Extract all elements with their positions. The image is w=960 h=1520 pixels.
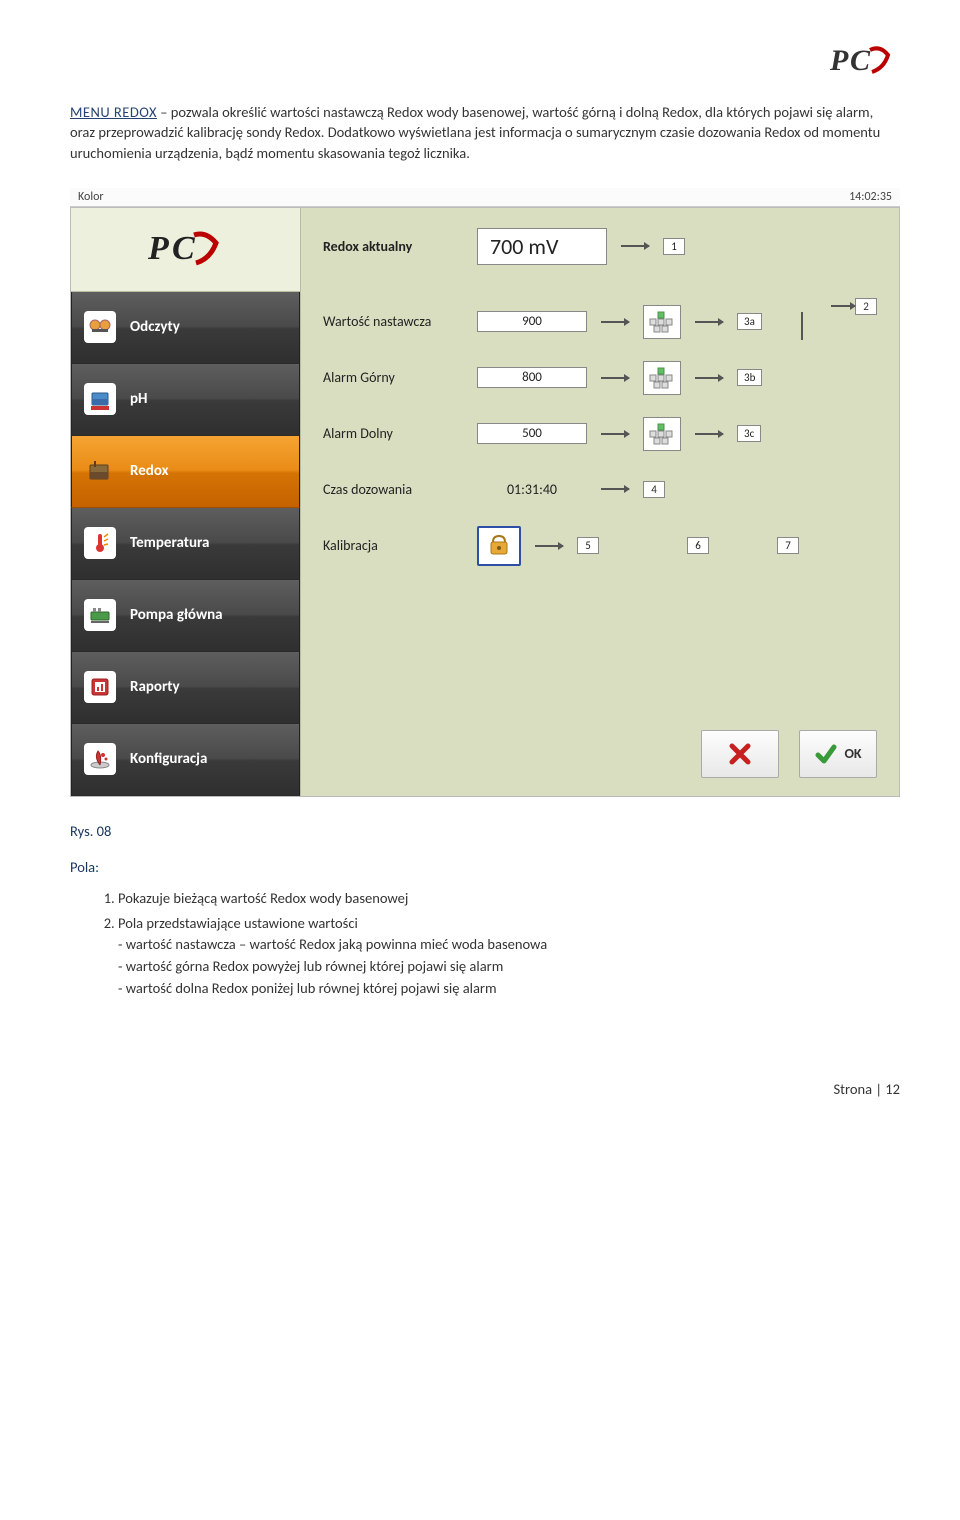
keypad-button[interactable] bbox=[643, 305, 681, 339]
sidebar-item-label: Temperatura bbox=[130, 534, 209, 552]
page-footer: Strona | 12 bbox=[70, 1080, 900, 1098]
settings-icon bbox=[84, 743, 116, 775]
alarm-high-value[interactable]: 800 bbox=[477, 367, 587, 388]
figure-caption: Rys. 08 bbox=[70, 822, 900, 840]
sidebar: P C Odczyty pH Re bbox=[71, 208, 301, 796]
annotation-badge-7: 7 bbox=[777, 537, 799, 554]
calibration-button[interactable] bbox=[477, 526, 521, 566]
alarm-low-label: Alarm Dolny bbox=[323, 425, 463, 442]
temperature-icon bbox=[84, 527, 116, 559]
fields-label: Pola: bbox=[70, 858, 900, 876]
calibration-label: Kalibracja bbox=[323, 537, 463, 554]
svg-text:P: P bbox=[830, 44, 849, 77]
annotation-badge-5: 5 bbox=[577, 537, 599, 554]
redox-icon bbox=[84, 455, 116, 487]
annotation-badge-1: 1 bbox=[663, 238, 685, 255]
alarm-low-value[interactable]: 500 bbox=[477, 423, 587, 444]
topbar-left: Kolor bbox=[78, 190, 104, 204]
sidebar-brand: P C bbox=[71, 208, 300, 292]
ok-label: OK bbox=[844, 745, 861, 762]
setpoint-label: Wartość nastawcza bbox=[323, 313, 463, 330]
sidebar-item-konfiguracja[interactable]: Konfiguracja bbox=[71, 724, 300, 796]
annotation-badge-4: 4 bbox=[643, 481, 665, 498]
fields-list: Pokazuje bieżącą wartość Redox wody base… bbox=[70, 888, 900, 1000]
annotation-badge-3c: 3c bbox=[737, 425, 761, 442]
sidebar-item-label: Odczyty bbox=[130, 318, 180, 336]
topbar-time: 14:02:35 bbox=[849, 190, 892, 204]
redox-current-value: 700 mV bbox=[477, 228, 607, 265]
sidebar-item-pompa[interactable]: Pompa główna bbox=[71, 580, 300, 652]
annotation-badge-3b: 3b bbox=[737, 369, 762, 386]
annotation-badge-6: 6 bbox=[687, 537, 709, 554]
list-item: Pola przedstawiające ustawione wartości … bbox=[118, 913, 900, 1000]
sidebar-item-label: Konfiguracja bbox=[130, 750, 207, 768]
sidebar-item-ph[interactable]: pH bbox=[71, 364, 300, 436]
list-item: Pokazuje bieżącą wartość Redox wody base… bbox=[118, 888, 900, 910]
setpoint-value[interactable]: 900 bbox=[477, 311, 587, 332]
cancel-button[interactable] bbox=[701, 730, 779, 778]
sidebar-item-raporty[interactable]: Raporty bbox=[71, 652, 300, 724]
dosing-label: Czas dozowania bbox=[323, 481, 463, 498]
annotation-badge-2: 2 bbox=[855, 298, 877, 315]
ph-icon bbox=[84, 383, 116, 415]
intro-paragraph: MENU REDOX – pozwala określić wartości n… bbox=[70, 102, 900, 163]
sidebar-item-odczyty[interactable]: Odczyty bbox=[71, 292, 300, 364]
svg-text:C: C bbox=[172, 230, 195, 267]
screenshot-figure: Kolor 14:02:35 P C Odczyty bbox=[70, 188, 900, 797]
sidebar-item-label: Redox bbox=[130, 462, 168, 480]
svg-text:P: P bbox=[147, 230, 169, 267]
ok-button[interactable]: OK bbox=[799, 730, 877, 778]
sidebar-item-label: pH bbox=[130, 390, 148, 408]
section-title: MENU REDOX bbox=[70, 103, 157, 121]
dosing-value: 01:31:40 bbox=[477, 481, 587, 498]
alarm-high-label: Alarm Górny bbox=[323, 369, 463, 386]
sidebar-item-temperatura[interactable]: Temperatura bbox=[71, 508, 300, 580]
page-logo: P C bbox=[70, 40, 900, 87]
screenshot-topbar: Kolor 14:02:35 bbox=[70, 188, 900, 207]
pump-icon bbox=[84, 599, 116, 631]
keypad-button[interactable] bbox=[643, 417, 681, 451]
gauge-icon bbox=[84, 311, 116, 343]
sidebar-item-redox[interactable]: Redox bbox=[71, 436, 300, 508]
report-icon bbox=[84, 671, 116, 703]
sidebar-item-label: Raporty bbox=[130, 678, 180, 696]
annotation-badge-3a: 3a bbox=[737, 313, 762, 330]
sidebar-item-label: Pompa główna bbox=[130, 606, 223, 624]
keypad-button[interactable] bbox=[643, 361, 681, 395]
content-panel: Redox aktualny 700 mV 1 2 Wartość nastaw… bbox=[301, 208, 899, 796]
svg-text:C: C bbox=[850, 44, 871, 77]
header-label: Redox aktualny bbox=[323, 238, 463, 255]
